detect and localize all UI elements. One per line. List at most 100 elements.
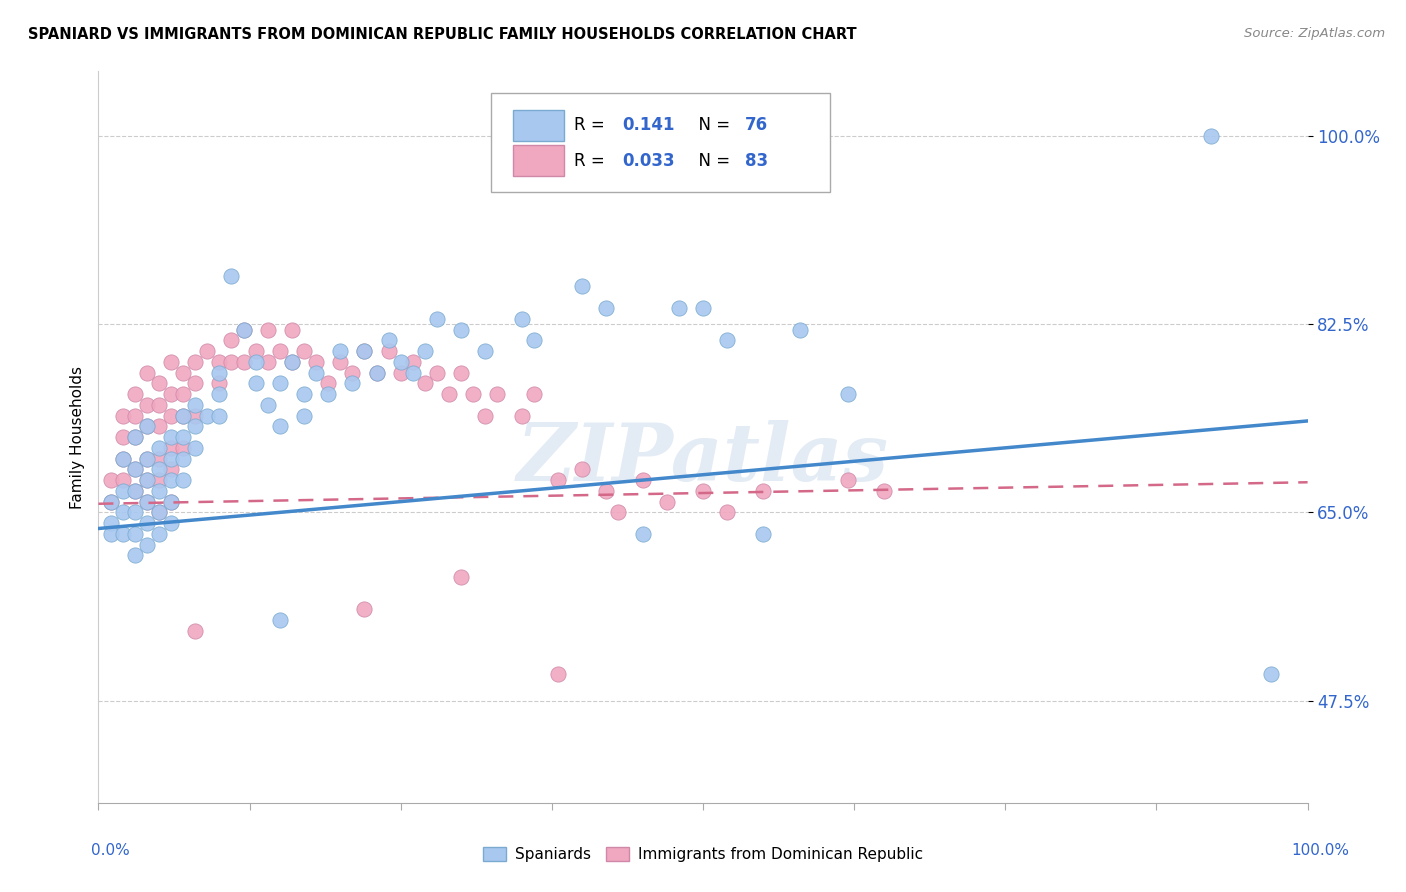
Point <box>716 505 738 519</box>
Point <box>1199 128 1222 143</box>
Point <box>135 419 157 434</box>
Point <box>111 430 134 444</box>
Point <box>329 355 352 369</box>
FancyBboxPatch shape <box>492 94 830 192</box>
Point <box>100 473 122 487</box>
Point <box>172 387 194 401</box>
Point <box>124 505 146 519</box>
Point <box>232 322 254 336</box>
Text: SPANIARD VS IMMIGRANTS FROM DOMINICAN REPUBLIC FAMILY HOUSEHOLDS CORRELATION CHA: SPANIARD VS IMMIGRANTS FROM DOMINICAN RE… <box>28 27 856 42</box>
Point <box>160 494 183 508</box>
Point <box>160 430 183 444</box>
Point <box>148 483 170 498</box>
Point <box>208 409 231 423</box>
Point <box>221 333 243 347</box>
Point <box>353 344 375 359</box>
Point <box>124 483 146 498</box>
Point <box>668 301 690 315</box>
Point <box>172 409 194 423</box>
Point <box>135 473 157 487</box>
Point <box>655 494 678 508</box>
Point <box>172 430 194 444</box>
Point <box>111 451 134 466</box>
Point <box>595 301 617 315</box>
Point <box>160 516 183 530</box>
Point <box>208 355 231 369</box>
Point <box>269 376 291 391</box>
Point <box>160 441 183 455</box>
FancyBboxPatch shape <box>513 145 564 176</box>
Point <box>389 355 412 369</box>
Point <box>100 494 122 508</box>
Point <box>172 366 194 380</box>
Point <box>148 473 170 487</box>
Point <box>256 398 278 412</box>
Point <box>184 376 207 391</box>
Point <box>124 527 146 541</box>
Point <box>135 516 157 530</box>
Text: R =: R = <box>574 152 610 169</box>
Point <box>135 451 157 466</box>
Point <box>245 355 267 369</box>
Y-axis label: Family Households: Family Households <box>69 366 84 508</box>
Point <box>172 473 194 487</box>
Point <box>172 409 194 423</box>
Point <box>281 322 304 336</box>
Point <box>111 409 134 423</box>
Point <box>292 344 315 359</box>
Text: 76: 76 <box>745 117 769 135</box>
Point <box>124 549 146 563</box>
Point <box>135 398 157 412</box>
Text: 0.033: 0.033 <box>621 152 675 169</box>
Point <box>208 387 231 401</box>
Point <box>148 505 170 519</box>
Legend: Spaniards, Immigrants from Dominican Republic: Spaniards, Immigrants from Dominican Rep… <box>477 841 929 868</box>
Point <box>510 409 533 423</box>
Point <box>329 344 352 359</box>
Point <box>124 387 146 401</box>
Point <box>752 527 775 541</box>
Point <box>269 419 291 434</box>
Point <box>148 376 170 391</box>
Point <box>111 483 134 498</box>
Point <box>523 333 546 347</box>
Point <box>160 494 183 508</box>
Point <box>184 419 207 434</box>
Point <box>281 355 304 369</box>
Point <box>437 387 460 401</box>
Point <box>184 398 207 412</box>
Point <box>148 398 170 412</box>
Point <box>316 387 339 401</box>
Point <box>789 322 811 336</box>
Point <box>547 666 569 681</box>
Point <box>184 355 207 369</box>
Point <box>221 268 243 283</box>
Text: 83: 83 <box>745 152 769 169</box>
Point <box>463 387 485 401</box>
Point <box>256 355 278 369</box>
Point <box>124 430 146 444</box>
Point <box>124 462 146 476</box>
Point <box>148 419 170 434</box>
Point <box>486 387 509 401</box>
Point <box>269 613 291 627</box>
Point <box>100 494 122 508</box>
Point <box>413 344 436 359</box>
Point <box>342 366 364 380</box>
Point <box>184 624 207 638</box>
Point <box>426 366 449 380</box>
Point <box>148 527 170 541</box>
Point <box>160 387 183 401</box>
Text: Source: ZipAtlas.com: Source: ZipAtlas.com <box>1244 27 1385 40</box>
Point <box>607 505 630 519</box>
Point <box>184 441 207 455</box>
Point <box>547 473 569 487</box>
Text: N =: N = <box>689 117 735 135</box>
Point <box>111 451 134 466</box>
Point <box>366 366 388 380</box>
Point <box>135 494 157 508</box>
Point <box>510 311 533 326</box>
Point <box>474 344 496 359</box>
Point <box>450 366 472 380</box>
Point <box>377 333 399 347</box>
